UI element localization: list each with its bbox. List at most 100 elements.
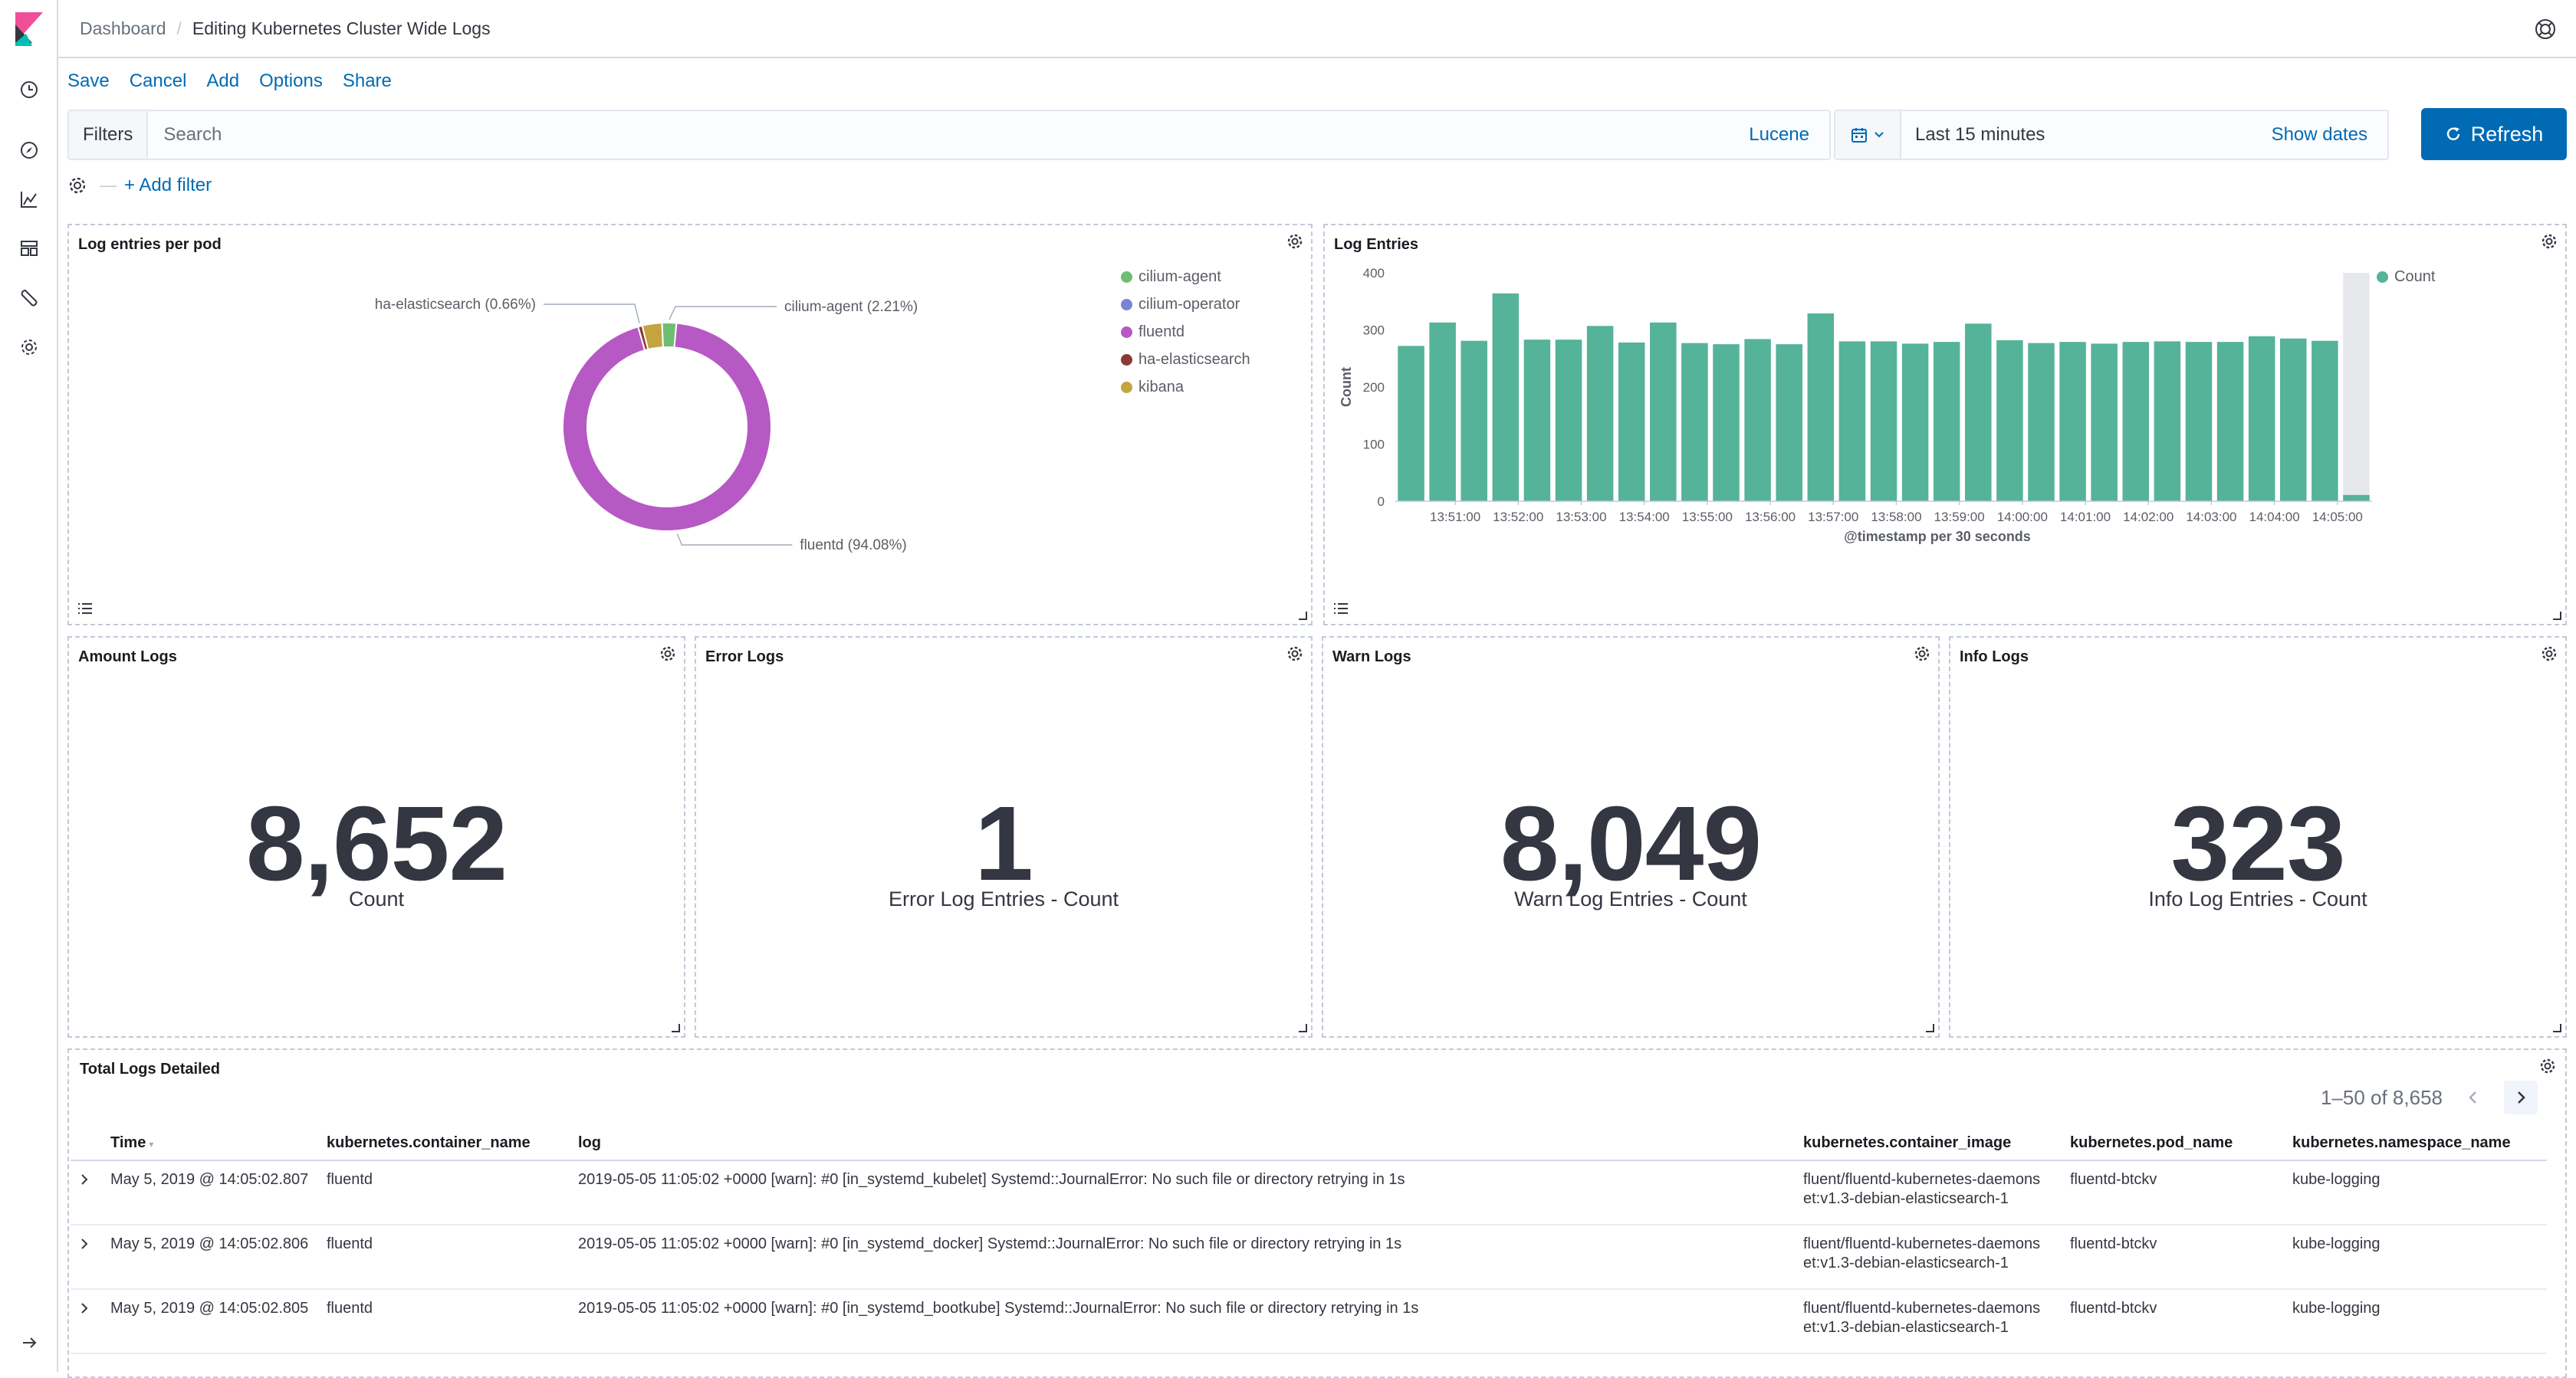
bar[interactable] [1776,344,1802,501]
bar[interactable] [1744,339,1771,501]
save-button[interactable]: Save [67,71,110,91]
filter-divider: — [100,176,117,195]
management-icon[interactable] [14,332,44,363]
bar[interactable] [1523,340,1551,501]
previous-page-icon[interactable] [2456,1081,2490,1114]
resize-handle-icon[interactable] [2551,610,2562,621]
legend-item-cilium-agent[interactable]: cilium-agent [1121,267,1250,287]
column-header-pod-name[interactable]: kubernetes.pod_name [2062,1127,2285,1161]
bar[interactable] [2091,343,2118,501]
bar[interactable] [1996,340,2023,501]
bar[interactable] [1713,344,1740,501]
legend-item-fluentd[interactable]: fluentd [1121,322,1250,342]
expand-row-icon[interactable] [71,1160,103,1225]
bar[interactable] [2248,336,2275,501]
bar[interactable] [1492,293,1520,501]
resize-handle-icon[interactable] [1297,610,1308,621]
pie-slice-cilium-agent[interactable] [661,322,678,349]
metric-label: Warn Log Entries - Count [1514,887,1747,910]
filter-settings-gear-icon[interactable] [67,176,87,195]
recently-viewed-icon[interactable] [14,74,44,105]
bar[interactable] [2028,343,2055,501]
resize-handle-icon[interactable] [1924,1022,1935,1033]
share-button[interactable]: Share [342,71,392,91]
panel-options-gear-icon[interactable] [2538,230,2561,253]
collapse-nav-icon[interactable] [14,1327,44,1358]
panel-options-gear-icon[interactable] [656,642,679,665]
next-page-icon[interactable] [2504,1081,2538,1114]
bar[interactable] [1838,341,1866,501]
column-header-namespace-name[interactable]: kubernetes.namespace_name [2285,1127,2547,1161]
cell-container-image: fluent/fluentd-kubernetes-daemons et:v1.3… [1796,1225,2062,1290]
query-language-button[interactable]: Lucene [1749,124,1809,145]
legend-toggle-icon[interactable] [74,598,97,619]
legend-item-count[interactable]: Count [2377,267,2435,287]
options-button[interactable]: Options [259,71,323,91]
date-range-label[interactable]: Last 15 minutes [1915,124,2045,145]
pie-slice-fluentd[interactable] [562,322,772,532]
column-header-time[interactable]: Time ▾ [103,1127,319,1161]
bar[interactable] [1901,343,1929,501]
bar[interactable] [2122,342,2150,501]
column-header-log[interactable]: log [570,1127,1796,1161]
bar[interactable] [1555,340,1582,501]
documents-table: Time ▾ kubernetes.container_name log kube… [71,1127,2547,1354]
legend-label: Count [2394,267,2436,285]
panel-options-gear-icon[interactable] [1911,642,1934,665]
breadcrumb-dashboard[interactable]: Dashboard [80,18,166,38]
legend-item-ha-elasticsearch[interactable]: ha-elasticsearch [1121,349,1250,369]
legend-toggle-icon[interactable] [1329,598,1352,619]
bar[interactable] [1618,342,1645,501]
refresh-button[interactable]: Refresh [2421,108,2567,160]
bar[interactable] [1650,322,1677,501]
bar[interactable] [1870,341,1898,501]
panel-options-gear-icon[interactable] [1283,230,1306,253]
expand-row-icon[interactable] [71,1289,103,1354]
help-icon[interactable] [2533,17,2558,41]
column-header-container-name[interactable]: kubernetes.container_name [319,1127,570,1161]
add-filter-button[interactable]: + Add filter [124,175,212,195]
bar[interactable] [1586,326,1614,501]
bar[interactable] [2343,494,2370,501]
show-dates-button[interactable]: Show dates [2271,124,2367,145]
panel-options-gear-icon[interactable] [1283,642,1306,665]
bar[interactable] [1429,322,1456,501]
bar[interactable] [1398,346,1424,501]
search-input[interactable] [148,111,1730,159]
bar[interactable] [1965,323,1992,501]
bar[interactable] [2154,341,2181,501]
resize-handle-icon[interactable] [1297,1022,1308,1033]
cancel-button[interactable]: Cancel [129,71,187,91]
resize-handle-icon[interactable] [670,1022,681,1033]
legend-dot [1121,381,1132,393]
add-button[interactable]: Add [206,71,240,91]
legend-item-cilium-operator[interactable]: cilium-operator [1121,294,1250,314]
panel-options-gear-icon[interactable] [2536,1055,2559,1078]
panel-log-entries-per-pod: Log entries per pod fluentd (94.08%) ha-e… [67,224,1313,625]
sort-icon[interactable]: ▾ [149,1139,154,1150]
visualize-icon[interactable] [14,184,44,215]
bar[interactable] [2059,342,2086,501]
panel-warn-logs: Warn Logs 8,049 Warn Log Entries - Count [1322,636,1940,1038]
column-header-container-image[interactable]: kubernetes.container_image [1796,1127,2062,1161]
expand-row-icon[interactable] [71,1225,103,1290]
bar[interactable] [1681,343,1708,501]
bar[interactable] [2279,338,2307,501]
cell-pod-name: fluentd-btckv [2062,1289,2285,1354]
dashboard-icon[interactable] [14,233,44,264]
bar[interactable] [1807,313,1835,501]
bar[interactable] [2312,340,2338,501]
legend-item-kibana[interactable]: kibana [1121,377,1250,397]
kibana-logo-icon[interactable] [15,12,43,46]
bar[interactable] [1460,340,1488,501]
resize-handle-icon[interactable] [2551,1022,2562,1033]
discover-icon[interactable] [14,135,44,166]
bar[interactable] [2216,342,2244,501]
bar[interactable] [1933,342,1960,501]
panel-options-gear-icon[interactable] [2538,642,2561,665]
bar[interactable] [2185,342,2213,501]
metric-label: Count [348,887,405,910]
cell-container-image-line1: fluent/fluentd-kubernetes-daemons [1803,1235,2041,1252]
quick-date-menu-button[interactable] [1835,111,1901,159]
dev-tools-icon[interactable] [14,283,44,313]
